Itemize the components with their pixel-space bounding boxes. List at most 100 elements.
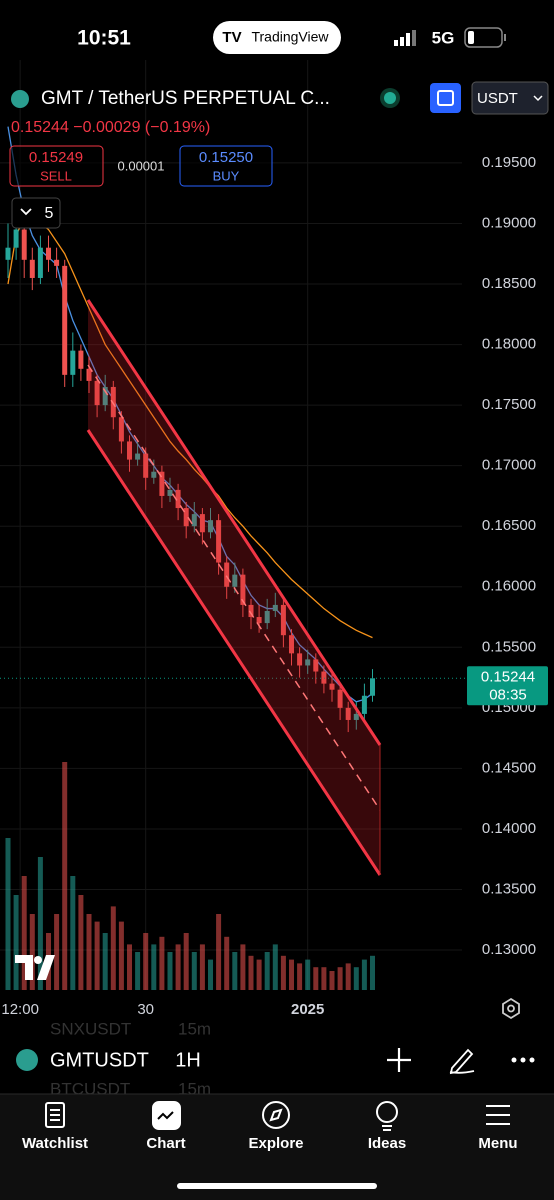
volume-bar xyxy=(321,967,327,990)
tab-label[interactable]: Chart xyxy=(146,1135,185,1152)
candle-body xyxy=(272,604,278,611)
symbol-title[interactable]: GMT / TetherUS PERPETUAL C... xyxy=(41,88,330,109)
tv-glyph: TV xyxy=(222,29,241,46)
tab-icons xyxy=(45,1101,510,1131)
candle-body xyxy=(13,229,19,248)
tv-logo xyxy=(15,955,55,980)
battery-tip xyxy=(504,34,506,41)
fullscreen-button[interactable] xyxy=(430,83,461,113)
volume-bar xyxy=(264,952,270,990)
network: 5G xyxy=(432,28,455,47)
candle-body xyxy=(37,247,43,278)
sell-button[interactable] xyxy=(9,145,104,187)
chart: 0.19500 0.19000 0.18500 0.18000 0.17500 0.170… xyxy=(0,60,548,1018)
fullscreen-icon xyxy=(437,90,454,106)
y-tick-label: 0.16500 xyxy=(482,517,536,534)
battery-level xyxy=(468,31,474,44)
volume-bar xyxy=(159,936,165,990)
x-tick-label: 2025 xyxy=(291,1001,324,1018)
draw-button[interactable] xyxy=(449,1048,475,1075)
chevron-down xyxy=(20,208,32,216)
volume-bar xyxy=(232,952,238,990)
volume-bar xyxy=(151,944,157,990)
candle-body xyxy=(232,574,238,587)
y-tick-label: 0.18000 xyxy=(482,336,536,353)
volume-bar xyxy=(37,857,43,990)
indicators-toggle[interactable] xyxy=(11,197,61,229)
toolbar-symbol[interactable]: GMTUSDT xyxy=(50,1049,149,1071)
candle-body xyxy=(208,520,213,533)
volume-bar xyxy=(297,963,303,990)
volume-bar xyxy=(199,944,205,990)
tab-label[interactable]: Watchlist xyxy=(22,1135,88,1152)
currency-select[interactable] xyxy=(471,81,549,115)
volume-bar xyxy=(361,959,367,990)
app-name: TradingView xyxy=(251,29,329,45)
buy-button[interactable] xyxy=(179,145,273,187)
candle-body xyxy=(345,707,351,720)
candle-body xyxy=(370,678,375,696)
sell-label: SELL xyxy=(40,168,72,183)
candle-body xyxy=(280,604,286,636)
volume-bar xyxy=(62,762,68,990)
toolbar-interval[interactable]: 1H xyxy=(175,1049,201,1071)
volume-bar xyxy=(127,944,132,990)
ghost-interval: 15m xyxy=(178,1019,211,1038)
volume-bar xyxy=(94,921,100,990)
candle-body xyxy=(118,417,124,442)
candle-body xyxy=(264,610,270,624)
candle-body xyxy=(216,520,222,563)
settings-icon[interactable] xyxy=(502,997,520,1020)
candle-body xyxy=(94,380,100,406)
candle-body xyxy=(54,259,60,266)
volume-bar xyxy=(256,959,262,990)
buy-price: 0.15250 xyxy=(199,149,253,166)
y-tick-label: 0.17000 xyxy=(482,457,536,474)
tabs: Watchlist Chart Explore Ideas Menu xyxy=(22,1135,518,1152)
volume-bar xyxy=(13,895,19,990)
volume-bar xyxy=(54,914,60,990)
currency: USDT xyxy=(477,90,518,107)
candle-body xyxy=(5,247,11,260)
toolbar xyxy=(0,1025,554,1095)
quote: 0.15244 −0.00029 (−0.19%) xyxy=(11,119,210,136)
candle-body xyxy=(102,386,108,406)
y-tick-label: 0.16000 xyxy=(482,578,536,595)
volume-bar xyxy=(167,952,173,990)
y-tick-label: 0.13000 xyxy=(482,941,536,958)
tab-label[interactable]: Explore xyxy=(248,1135,303,1152)
candle-body xyxy=(110,386,116,418)
price-tag-value: 0.15244 xyxy=(481,668,535,685)
volume-bar xyxy=(175,944,181,990)
candle-body xyxy=(175,489,181,509)
candle-body xyxy=(167,489,173,496)
volume-bar xyxy=(248,955,254,990)
candle-body xyxy=(70,350,76,375)
volume-bar xyxy=(135,952,141,990)
y-tick-label: 0.18500 xyxy=(482,275,536,292)
candle-body xyxy=(313,659,319,672)
volume-bar xyxy=(78,895,84,990)
candle-body xyxy=(289,635,294,654)
candle-body xyxy=(329,683,335,690)
volume-bar xyxy=(191,952,197,990)
volume-bar xyxy=(370,955,375,990)
candle-body xyxy=(353,713,359,720)
candle-body xyxy=(305,659,311,666)
volume-bar xyxy=(5,838,11,990)
add-button[interactable] xyxy=(387,1048,411,1072)
tab-label[interactable]: Ideas xyxy=(368,1135,406,1152)
volume-bar xyxy=(280,955,286,990)
tab-label[interactable]: Menu xyxy=(478,1135,517,1152)
candle-body xyxy=(361,695,367,714)
volume-bar xyxy=(208,959,213,990)
more-button[interactable] xyxy=(511,1057,535,1063)
y-tick-label: 0.15500 xyxy=(482,638,536,655)
buy-label: BUY xyxy=(213,168,240,183)
y-tick-label: 0.17500 xyxy=(482,396,536,413)
volume-bar xyxy=(353,967,359,990)
home-indicator xyxy=(177,1183,377,1189)
volume-bar xyxy=(86,914,92,990)
candle-body xyxy=(248,604,254,618)
